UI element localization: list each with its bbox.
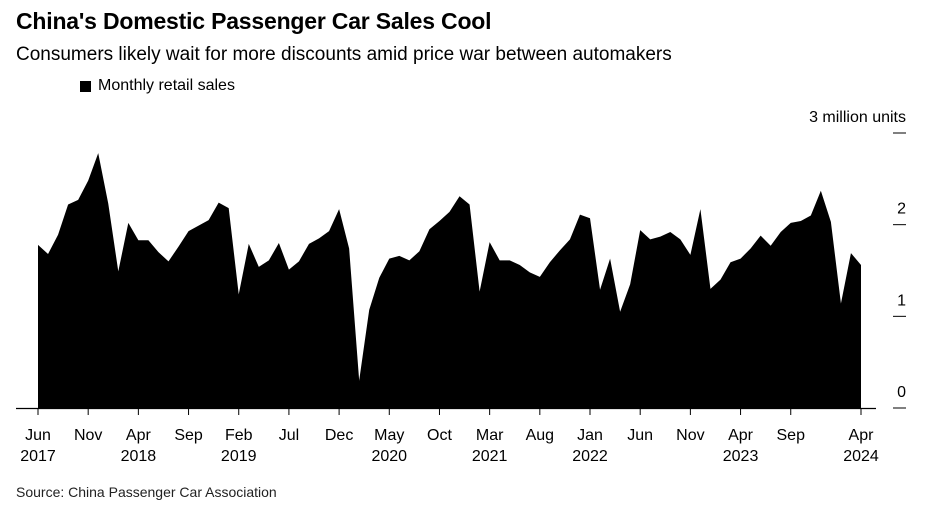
x-tick-year-2018-04: 2018: [121, 448, 157, 465]
x-tick-year-2021-03: 2021: [472, 448, 508, 465]
x-tick-label-2018-09: Sep: [174, 427, 203, 444]
x-tick-year-2017-06: 2017: [20, 448, 56, 465]
x-tick-label-2019-07: Jul: [279, 427, 299, 444]
x-tick-year-2020-05: 2020: [371, 448, 407, 465]
y-axis-label: 3 million units: [809, 109, 906, 126]
x-tick-label-2019-02: Feb: [225, 427, 253, 444]
x-tick-label-2022-11: Nov: [676, 427, 704, 444]
x-tick-label-2019-12: Dec: [325, 427, 353, 444]
x-tick-label-2023-09: Sep: [777, 427, 806, 444]
y-tick-label-2: 2: [897, 201, 906, 218]
x-tick-label-2017-11: Nov: [74, 427, 102, 444]
x-tick-label-2020-10: Oct: [427, 427, 452, 444]
x-tick-label-2017-06: Jun: [25, 427, 51, 444]
y-tick-label-1: 1: [897, 292, 906, 309]
x-tick-label-2022-01: Jan: [577, 427, 603, 444]
legend: Monthly retail sales: [80, 77, 235, 95]
x-tick-label-2018-04: Apr: [126, 427, 152, 444]
chart-title: China's Domestic Passenger Car Sales Coo…: [16, 8, 492, 34]
x-tick-label-2024-04: Apr: [849, 427, 875, 444]
x-tick-label-2021-08: Aug: [526, 427, 554, 444]
legend-swatch: [80, 80, 91, 92]
x-tick-year-2019-02: 2019: [221, 448, 257, 465]
x-tick-label-2020-05: May: [374, 427, 404, 444]
x-tick-year-2024-04: 2024: [843, 448, 879, 465]
x-tick-year-2022-01: 2022: [572, 448, 608, 465]
x-tick-year-2023-04: 2023: [723, 448, 759, 465]
x-tick-label-2022-06: Jun: [627, 427, 653, 444]
legend-label: Monthly retail sales: [98, 77, 235, 94]
source-note: Source: China Passenger Car Association: [16, 484, 277, 500]
y-tick-label-0: 0: [897, 384, 906, 401]
area-series-monthly-retail-sales: [38, 153, 861, 408]
x-tick-label-2021-03: Mar: [476, 427, 504, 444]
x-tick-label-2023-04: Apr: [728, 427, 754, 444]
chart-subtitle: Consumers likely wait for more discounts…: [16, 44, 672, 65]
